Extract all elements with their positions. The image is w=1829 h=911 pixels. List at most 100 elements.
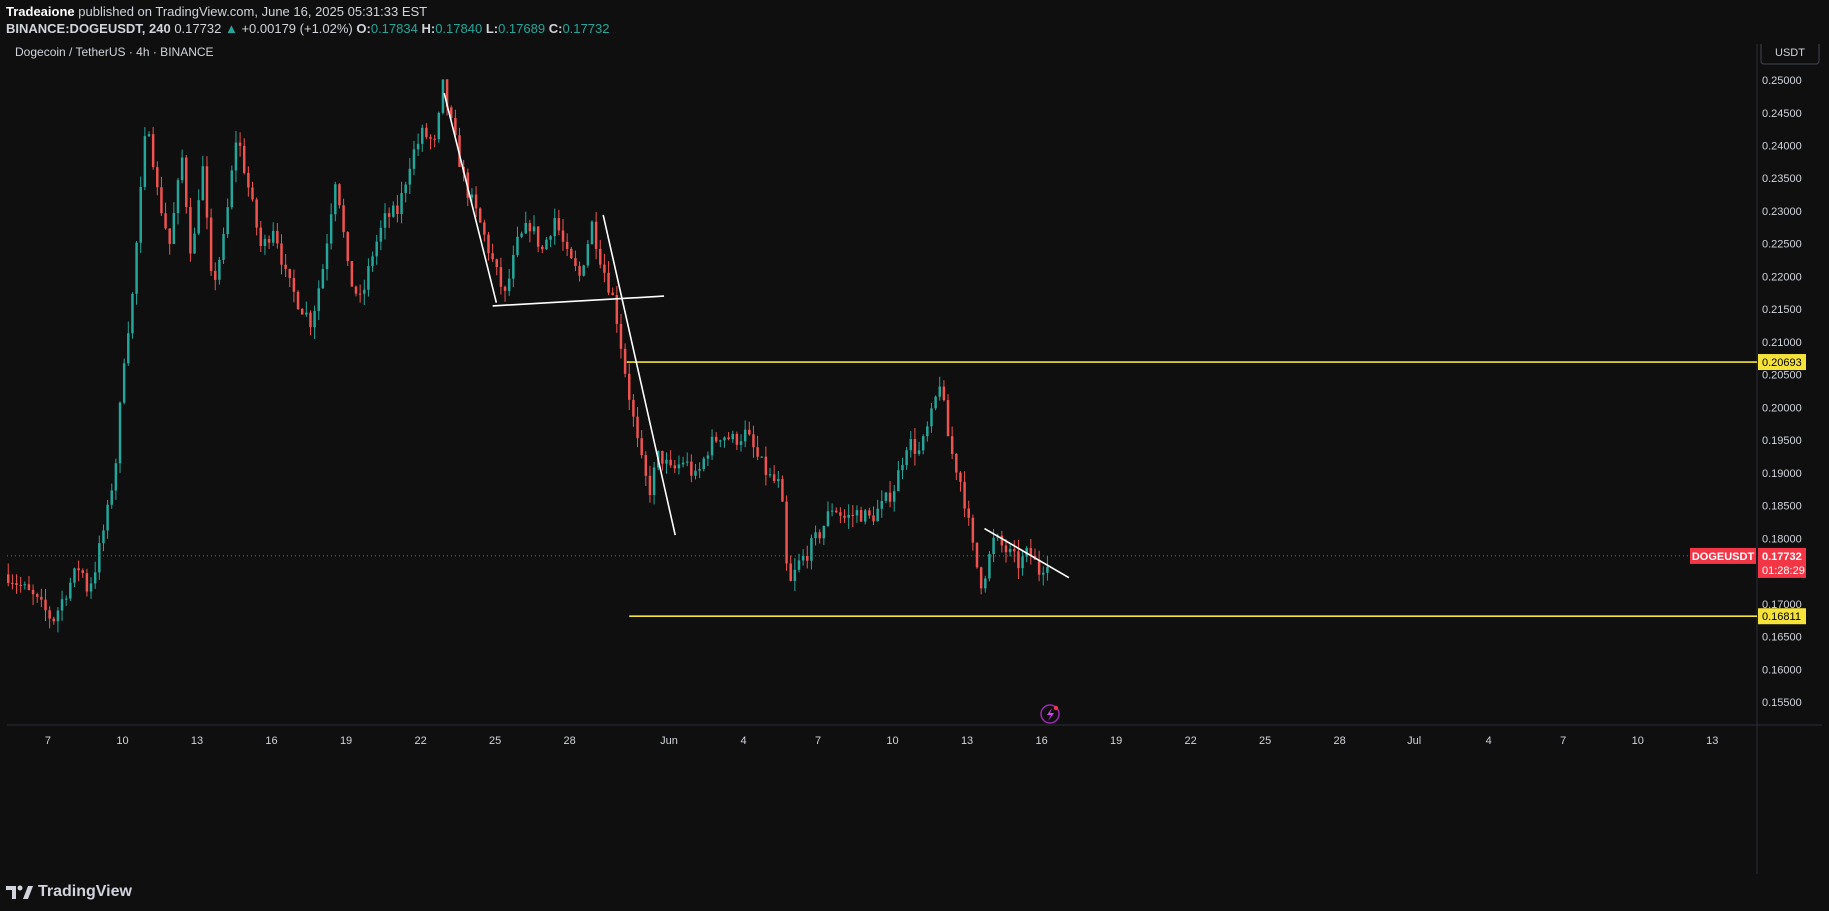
candle-body	[392, 205, 395, 217]
trendline[interactable]	[984, 527, 1070, 579]
chart-container[interactable]: Dogecoin / TetherUS · 4h · BINANCE 0.250…	[7, 40, 1822, 874]
candle-body	[81, 570, 85, 574]
y-tick-label: 0.19000	[1762, 468, 1802, 480]
candle-body	[532, 226, 536, 232]
candle-body	[379, 227, 383, 242]
lightning-icon[interactable]	[1040, 704, 1060, 724]
y-tick-label: 0.23500	[1762, 173, 1802, 185]
candle-body	[201, 166, 205, 201]
time-axis[interactable]: 7 10 13 16 19 22 25 28 Jun 4 7 10 13 16 19 22 25 28 Jul 4 7 1…	[45, 735, 1718, 747]
candle-body	[905, 450, 908, 466]
candle-body	[172, 213, 176, 244]
author-name[interactable]: Tradeaione	[6, 4, 75, 19]
candle-body	[1017, 551, 1020, 569]
trendline[interactable]	[443, 92, 498, 303]
currency-button[interactable]: USDT	[1760, 40, 1820, 65]
candle-body	[565, 241, 569, 249]
last-price-value: 0.17732	[174, 21, 222, 36]
footer: TradingView	[0, 874, 1829, 911]
x-tick-label: 4	[1486, 735, 1492, 747]
x-tick-label: Jul	[1407, 735, 1421, 747]
candlestick-chart[interactable]: Dogecoin / TetherUS · 4h · BINANCE 0.250…	[7, 40, 1822, 874]
candle-body	[731, 433, 734, 440]
trendline[interactable]	[492, 295, 665, 307]
currency-button-label[interactable]: USDT	[1775, 47, 1805, 59]
candle-body	[632, 399, 635, 417]
candle-body	[926, 426, 929, 437]
y-tick-label: 0.22000	[1762, 271, 1802, 283]
candle-body	[147, 134, 151, 137]
candle-body	[106, 504, 109, 531]
candle-body	[52, 618, 56, 622]
candle-body	[839, 512, 842, 516]
candle-body	[433, 138, 436, 140]
candle-body	[549, 236, 552, 240]
x-tick-label: 16	[1035, 735, 1047, 747]
candle-body	[189, 206, 192, 254]
candle-body	[1021, 556, 1024, 569]
candle-body	[127, 333, 130, 364]
candle-body	[317, 288, 320, 311]
candle-body	[474, 194, 478, 209]
candle-body	[818, 532, 821, 539]
price-axis[interactable]: 0.25000 0.24500 0.24000 0.23500 0.23000 0.225…	[1762, 75, 1802, 709]
candles-layer	[7, 79, 1049, 633]
candle-body	[582, 265, 585, 276]
candle-body	[1000, 535, 1004, 546]
x-tick-label: 7	[45, 735, 51, 747]
candle-body	[478, 208, 482, 223]
candle-body	[255, 199, 258, 228]
candle-body	[793, 569, 797, 581]
candle-body	[358, 293, 362, 295]
level-price-tag	[1758, 608, 1806, 625]
trendline[interactable]	[602, 214, 676, 536]
y-tick-label: 0.18000	[1762, 533, 1802, 545]
candle-body	[516, 236, 519, 255]
level-price-tag	[1758, 354, 1806, 371]
candle-body	[222, 234, 225, 260]
candle-body	[992, 537, 995, 555]
candle-body	[98, 543, 101, 573]
candle-body	[764, 456, 768, 475]
candle-body	[404, 184, 407, 193]
candle-body	[963, 481, 966, 509]
candle-body	[131, 293, 134, 334]
candle-body	[164, 213, 167, 229]
candle-body	[785, 501, 788, 564]
candle-body	[470, 194, 474, 198]
candle-body	[197, 200, 200, 234]
x-tick-label: 10	[116, 735, 128, 747]
close-label: C:	[548, 21, 563, 36]
tradingview-logo[interactable]: TradingView	[6, 883, 132, 901]
price-tags: 0.20693 0.16811 DOGEUSDT 0.17732 01:28:29	[1690, 354, 1806, 625]
candle-body	[586, 244, 590, 266]
candle-body	[230, 170, 234, 208]
low-value: 0.17689	[498, 21, 546, 36]
candle-body	[727, 437, 730, 440]
candle-body	[60, 599, 64, 611]
candle-body	[590, 221, 594, 245]
candle-body	[636, 416, 639, 439]
candle-body	[305, 312, 308, 315]
candle-body	[412, 149, 416, 169]
candle-body	[300, 309, 304, 315]
x-tick-label: 19	[340, 735, 352, 747]
y-tick-label: 0.21000	[1762, 337, 1802, 349]
candle-body	[694, 470, 697, 476]
y-tick-label: 0.22500	[1762, 239, 1802, 251]
candle-body	[143, 136, 147, 187]
x-tick-label: 19	[1110, 735, 1122, 747]
x-tick-label: 7	[815, 735, 821, 747]
candle-body	[772, 474, 776, 482]
candle-body	[826, 511, 830, 526]
candle-body	[677, 464, 681, 469]
drawings-layer[interactable]	[7, 92, 1757, 618]
candle-body	[872, 515, 875, 522]
x-tick-label: Jun	[660, 735, 678, 747]
level-price-tag-text: 0.20693	[1762, 357, 1802, 369]
candle-body	[110, 490, 113, 505]
x-tick-label: 13	[1706, 735, 1718, 747]
candle-body	[44, 599, 47, 611]
candle-body	[901, 465, 904, 471]
candle-body	[251, 187, 254, 200]
